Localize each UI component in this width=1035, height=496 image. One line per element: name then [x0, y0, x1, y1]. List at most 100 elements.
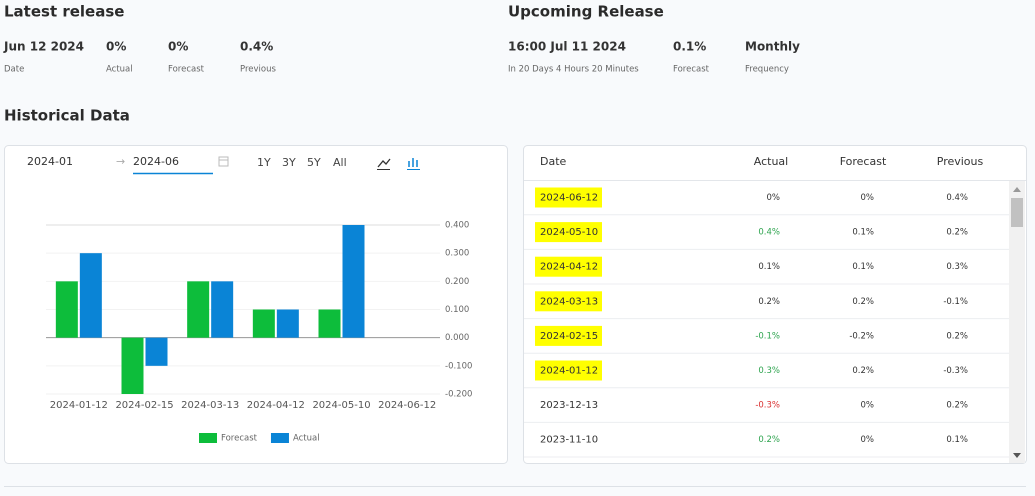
cell-actual: 0.2%	[758, 435, 780, 445]
cell-date: 2024-03-13	[540, 296, 598, 307]
summary-value: 0.1%	[673, 40, 706, 54]
bar	[55, 281, 78, 338]
date-from[interactable]: 2024-01	[27, 155, 73, 168]
cell-date: 2023-11-10	[540, 435, 598, 446]
summary-label: Date	[4, 65, 24, 75]
cell-date: 2024-06-12	[540, 193, 598, 204]
arrow: →	[116, 155, 125, 168]
legend-swatch	[199, 433, 217, 443]
range-button[interactable]: All	[333, 156, 347, 169]
column-header: Previous	[937, 155, 984, 168]
cell-date: 2024-05-10	[540, 227, 598, 238]
cell-forecast: -0.2%	[849, 331, 874, 341]
cell-forecast: 0%	[861, 193, 875, 203]
column-header: Actual	[754, 155, 788, 168]
date-highlight	[535, 360, 602, 381]
y-tick-label: 0.100	[445, 305, 469, 315]
cell-date: 2023-12-13	[540, 400, 598, 411]
cell-actual: 0%	[767, 193, 781, 203]
summary-label: Forecast	[168, 65, 205, 75]
cell-forecast: 0%	[861, 435, 875, 445]
y-tick-label: 0.300	[445, 249, 469, 259]
bar	[145, 337, 168, 366]
cell-previous: -0.1%	[943, 297, 968, 307]
summary-label: Previous	[240, 65, 276, 75]
summary-value: 0%	[168, 40, 188, 54]
bar	[276, 309, 299, 338]
bar	[342, 225, 365, 338]
line-chart-icon[interactable]	[377, 158, 391, 168]
cell-previous: 0.1%	[946, 435, 968, 445]
x-tick-label: 2024-01-12	[50, 400, 108, 411]
bar	[121, 337, 144, 394]
cell-forecast: 0.2%	[852, 366, 874, 376]
cell-actual: 0.4%	[758, 228, 780, 238]
range-button[interactable]: 5Y	[307, 156, 321, 169]
bar	[187, 281, 210, 338]
cell-actual: 0.3%	[758, 366, 780, 376]
range-button[interactable]: 3Y	[282, 156, 296, 169]
cell-previous: 0.2%	[946, 401, 968, 411]
cell-forecast: 0.1%	[852, 228, 874, 238]
summary-value: 0.4%	[240, 40, 273, 54]
x-tick-label: 2024-04-12	[247, 400, 305, 411]
section-title: Latest release	[4, 3, 124, 21]
scroll-down[interactable]	[1013, 453, 1021, 458]
date-highlight	[535, 222, 602, 243]
y-tick-label: -0.100	[445, 361, 472, 371]
y-tick-label: -0.200	[445, 390, 472, 400]
summary-label: Frequency	[745, 65, 789, 75]
x-tick-label: 2024-03-13	[181, 400, 239, 411]
cell-previous: 0.4%	[946, 193, 968, 203]
section-title: Historical Data	[4, 107, 130, 125]
cell-actual: -0.3%	[755, 401, 780, 411]
scroll-up[interactable]	[1013, 187, 1021, 192]
cell-actual: 0.1%	[758, 262, 780, 272]
bar	[79, 253, 102, 338]
cell-actual: 0.2%	[758, 297, 780, 307]
column-header: Forecast	[840, 155, 887, 168]
table-panel	[523, 145, 1027, 464]
bar	[252, 309, 275, 338]
legend-swatch	[270, 433, 289, 443]
summary-value: Monthly	[745, 40, 800, 54]
legend-label: Actual	[293, 434, 320, 444]
range-button[interactable]: 1Y	[257, 156, 271, 169]
calendar-box	[218, 156, 229, 167]
summary-label: Actual	[106, 65, 133, 75]
summary-value: 16:00 Jul 11 2024	[508, 40, 626, 54]
summary-label: Forecast	[673, 65, 710, 75]
y-tick-label: 0.400	[445, 221, 469, 231]
summary-label: In 20 Days 4 Hours 20 Minutes	[508, 65, 639, 75]
date-to[interactable]: 2024-06	[133, 155, 179, 168]
y-tick-label: 0.000	[445, 333, 469, 343]
cell-previous: 0.2%	[946, 228, 968, 238]
date-highlight	[535, 256, 602, 277]
cell-date: 2024-02-15	[540, 331, 598, 342]
scrollbar-track[interactable]	[1009, 181, 1025, 463]
x-tick-label: 2024-02-15	[115, 400, 173, 411]
bar	[318, 309, 341, 338]
cell-date: 2024-01-12	[540, 366, 598, 377]
cell-previous: -0.3%	[943, 366, 968, 376]
y-tick-label: 0.200	[445, 277, 469, 287]
bar	[211, 281, 234, 338]
date-highlight	[535, 187, 602, 208]
cell-previous: 0.3%	[946, 262, 968, 272]
scrollbar-thumb[interactable]	[1011, 198, 1023, 227]
column-header: Date	[540, 155, 567, 168]
x-tick-label: 2024-05-10	[312, 400, 370, 411]
cell-date: 2024-04-12	[540, 262, 598, 273]
cell-forecast: 0%	[861, 401, 875, 411]
bar-chart-icon[interactable]	[407, 158, 420, 170]
summary-value: Jun 12 2024	[3, 40, 84, 54]
calendar-icon[interactable]	[218, 156, 229, 167]
legend-label: Forecast	[221, 434, 258, 444]
cell-actual: -0.1%	[755, 331, 780, 341]
cell-forecast: 0.2%	[852, 297, 874, 307]
x-tick-label: 2024-06-12	[378, 400, 436, 411]
date-highlight	[535, 325, 602, 346]
cell-forecast: 0.1%	[852, 262, 874, 272]
section-title: Upcoming Release	[508, 3, 664, 21]
